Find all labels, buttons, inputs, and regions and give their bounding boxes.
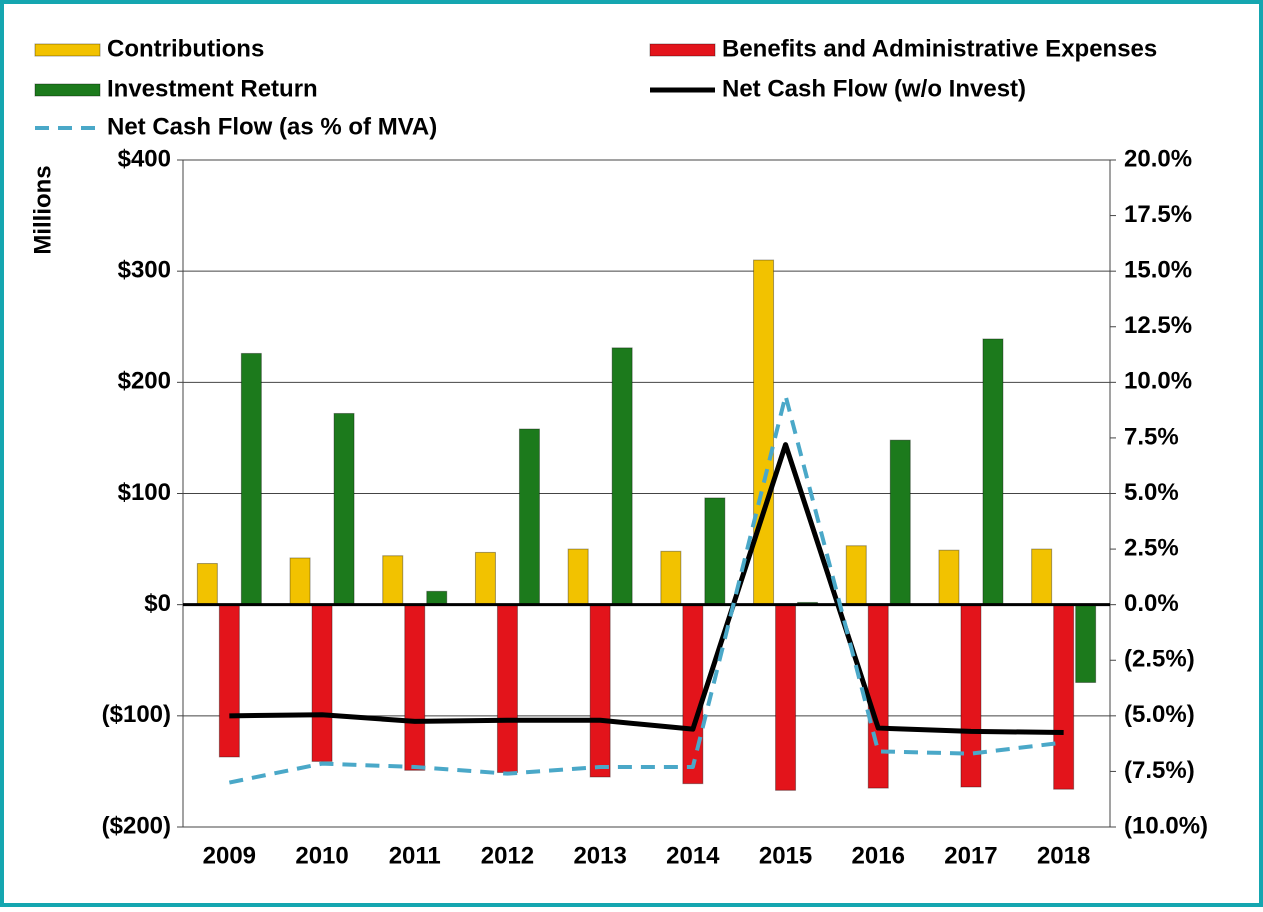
bar: [567, 548, 589, 606]
bar: [311, 604, 333, 762]
legend-swatch: [34, 83, 101, 97]
y2-tick-label: (5.0%): [1124, 701, 1195, 728]
bar: [845, 545, 867, 606]
x-tick-label: 2009: [203, 842, 256, 869]
line: [228, 393, 1064, 785]
y-tick-label: $200: [118, 368, 171, 395]
x-tick-label: 2016: [852, 842, 905, 869]
y-tick-label: $0: [144, 590, 171, 617]
y2-tick-label: (7.5%): [1124, 757, 1195, 784]
y-tick-label: ($200): [102, 812, 171, 839]
bar: [889, 439, 911, 606]
x-tick-label: 2014: [666, 842, 720, 869]
bar: [960, 604, 982, 788]
bar: [704, 497, 726, 606]
y2-tick-label: 12.5%: [1124, 312, 1192, 339]
bar: [518, 428, 540, 606]
bar: [1075, 604, 1097, 683]
bar: [496, 604, 518, 774]
bar: [1031, 548, 1053, 606]
x-tick-label: 2010: [295, 842, 348, 869]
y-axis-label: Millions: [29, 165, 56, 254]
bar: [589, 604, 611, 778]
y2-tick-label: (10.0%): [1124, 812, 1208, 839]
bar: [682, 604, 704, 785]
x-tick-label: 2017: [944, 842, 997, 869]
y2-tick-label: 5.0%: [1124, 479, 1179, 506]
y-tick-label: $300: [118, 257, 171, 284]
bar: [1053, 604, 1075, 790]
y2-tick-label: 10.0%: [1124, 368, 1192, 395]
bar: [240, 352, 262, 606]
bar: [660, 550, 682, 606]
bar: [867, 604, 889, 789]
bar: [382, 555, 404, 606]
legend-swatch: [649, 43, 716, 57]
y2-tick-label: 2.5%: [1124, 534, 1179, 561]
y-tick-label: $100: [118, 479, 171, 506]
bar: [753, 259, 775, 606]
legend-label: Net Cash Flow (w/o Invest): [722, 75, 1026, 102]
bar: [289, 557, 311, 606]
y-tick-label: ($100): [102, 701, 171, 728]
legend-label: Net Cash Flow (as % of MVA): [107, 113, 437, 140]
bar: [333, 412, 355, 606]
y2-tick-label: 0.0%: [1124, 590, 1179, 617]
bar: [474, 551, 496, 606]
y2-tick-label: 20.0%: [1124, 145, 1192, 172]
x-tick-label: 2015: [759, 842, 812, 869]
bar: [426, 590, 448, 606]
legend-label: Investment Return: [107, 75, 318, 102]
y2-tick-label: (2.5%): [1124, 646, 1195, 673]
bar: [218, 604, 240, 758]
bar: [611, 347, 633, 606]
y2-tick-label: 17.5%: [1124, 201, 1192, 228]
x-tick-label: 2013: [573, 842, 626, 869]
bar: [938, 549, 960, 606]
x-tick-label: 2012: [481, 842, 534, 869]
x-tick-label: 2011: [389, 842, 441, 869]
legend-label: Contributions: [107, 35, 264, 62]
bar: [196, 563, 218, 606]
legend-label: Benefits and Administrative Expenses: [722, 35, 1157, 62]
legend-swatch: [34, 43, 101, 57]
y2-tick-label: 15.0%: [1124, 257, 1192, 284]
y2-tick-label: 7.5%: [1124, 423, 1179, 450]
line: [229, 442, 1064, 736]
bar: [404, 604, 426, 771]
x-tick-label: 2018: [1037, 842, 1090, 869]
bar: [982, 338, 1004, 606]
bar: [775, 604, 797, 791]
y-tick-label: $400: [118, 145, 171, 172]
